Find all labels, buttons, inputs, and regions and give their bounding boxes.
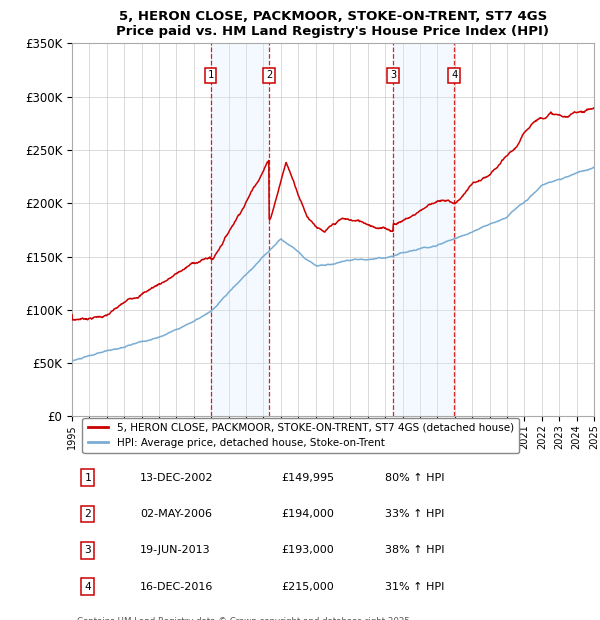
Text: 1: 1 — [208, 70, 214, 81]
Legend: 5, HERON CLOSE, PACKMOOR, STOKE-ON-TRENT, ST7 4GS (detached house), HPI: Average: 5, HERON CLOSE, PACKMOOR, STOKE-ON-TRENT… — [82, 418, 519, 453]
Text: 2: 2 — [84, 509, 91, 519]
Text: £193,000: £193,000 — [281, 545, 334, 556]
Text: 33% ↑ HPI: 33% ↑ HPI — [385, 509, 445, 519]
Text: Contains HM Land Registry data © Crown copyright and database right 2025.
This d: Contains HM Land Registry data © Crown c… — [77, 617, 413, 620]
Text: 3: 3 — [84, 545, 91, 556]
Text: £149,995: £149,995 — [281, 472, 334, 482]
Text: £215,000: £215,000 — [281, 582, 334, 591]
Text: 3: 3 — [390, 70, 397, 81]
Text: 4: 4 — [451, 70, 457, 81]
Title: 5, HERON CLOSE, PACKMOOR, STOKE-ON-TRENT, ST7 4GS
Price paid vs. HM Land Registr: 5, HERON CLOSE, PACKMOOR, STOKE-ON-TRENT… — [116, 10, 550, 38]
Text: 13-DEC-2002: 13-DEC-2002 — [140, 472, 214, 482]
Bar — [211, 43, 269, 417]
Text: 2: 2 — [266, 70, 272, 81]
Text: £194,000: £194,000 — [281, 509, 334, 519]
Bar — [393, 43, 454, 417]
Text: 16-DEC-2016: 16-DEC-2016 — [140, 582, 213, 591]
Text: 4: 4 — [84, 582, 91, 591]
Text: 19-JUN-2013: 19-JUN-2013 — [140, 545, 211, 556]
Text: 31% ↑ HPI: 31% ↑ HPI — [385, 582, 445, 591]
Text: 1: 1 — [84, 472, 91, 482]
Text: 38% ↑ HPI: 38% ↑ HPI — [385, 545, 445, 556]
Text: 80% ↑ HPI: 80% ↑ HPI — [385, 472, 445, 482]
Text: 02-MAY-2006: 02-MAY-2006 — [140, 509, 212, 519]
